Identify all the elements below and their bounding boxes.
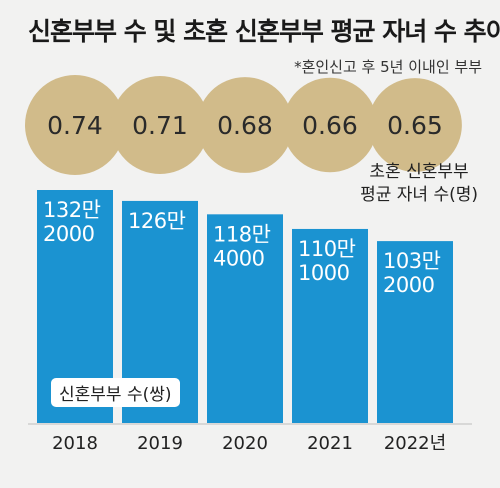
x-tick-2021: 2021: [307, 433, 353, 454]
bar-label-2021-1: 110만: [298, 237, 356, 261]
circle-label-2021: 0.66: [302, 111, 358, 140]
bar-2021: [292, 228, 368, 423]
circle-2018: [25, 75, 125, 175]
bar-label-2018-2: 2000: [43, 222, 94, 246]
bar-label-2022년-1: 103만: [383, 249, 441, 273]
x-tick-2022년: 2022년: [384, 433, 446, 454]
legend-bar-series: 신혼부부 수(쌍): [51, 378, 180, 407]
circle-label-2018: 0.74: [47, 111, 103, 140]
bar-label-2018-1: 132만: [43, 198, 101, 222]
legend-circle-line-2: 평균 자녀 수(명): [360, 185, 478, 205]
x-tick-2020: 2020: [222, 433, 268, 454]
chart-title: 신혼부부 수 및 초혼 신혼부부 평균 자녀 수 추이: [28, 17, 500, 46]
bar-label-2022년-2: 2000: [383, 273, 434, 297]
bar-label-2021-2: 1000: [298, 261, 349, 285]
bar-2022년: [377, 241, 453, 423]
bar-label-2019-1: 126만: [128, 209, 186, 233]
circle-2020: [197, 77, 293, 173]
circle-label-2019: 0.71: [132, 111, 188, 140]
legend-circle-series: 초혼 신혼부부 평균 자녀 수(명): [360, 161, 478, 207]
bar-label-2020-2: 4000: [213, 246, 264, 270]
circle-2019: [111, 76, 209, 174]
legend-circle-line-1: 초혼 신혼부부: [369, 162, 469, 182]
chart-note: *혼인신고 후 5년 이내인 부부: [294, 58, 482, 76]
bar-2020: [207, 214, 283, 423]
x-tick-2018: 2018: [52, 433, 98, 454]
circle-label-2022년: 0.65: [387, 111, 443, 140]
circle-2022년: [368, 78, 462, 172]
bar-label-2020-1: 118만: [213, 222, 271, 246]
circle-label-2020: 0.68: [217, 111, 273, 140]
x-tick-2019: 2019: [137, 433, 183, 454]
circle-2021: [282, 77, 378, 173]
